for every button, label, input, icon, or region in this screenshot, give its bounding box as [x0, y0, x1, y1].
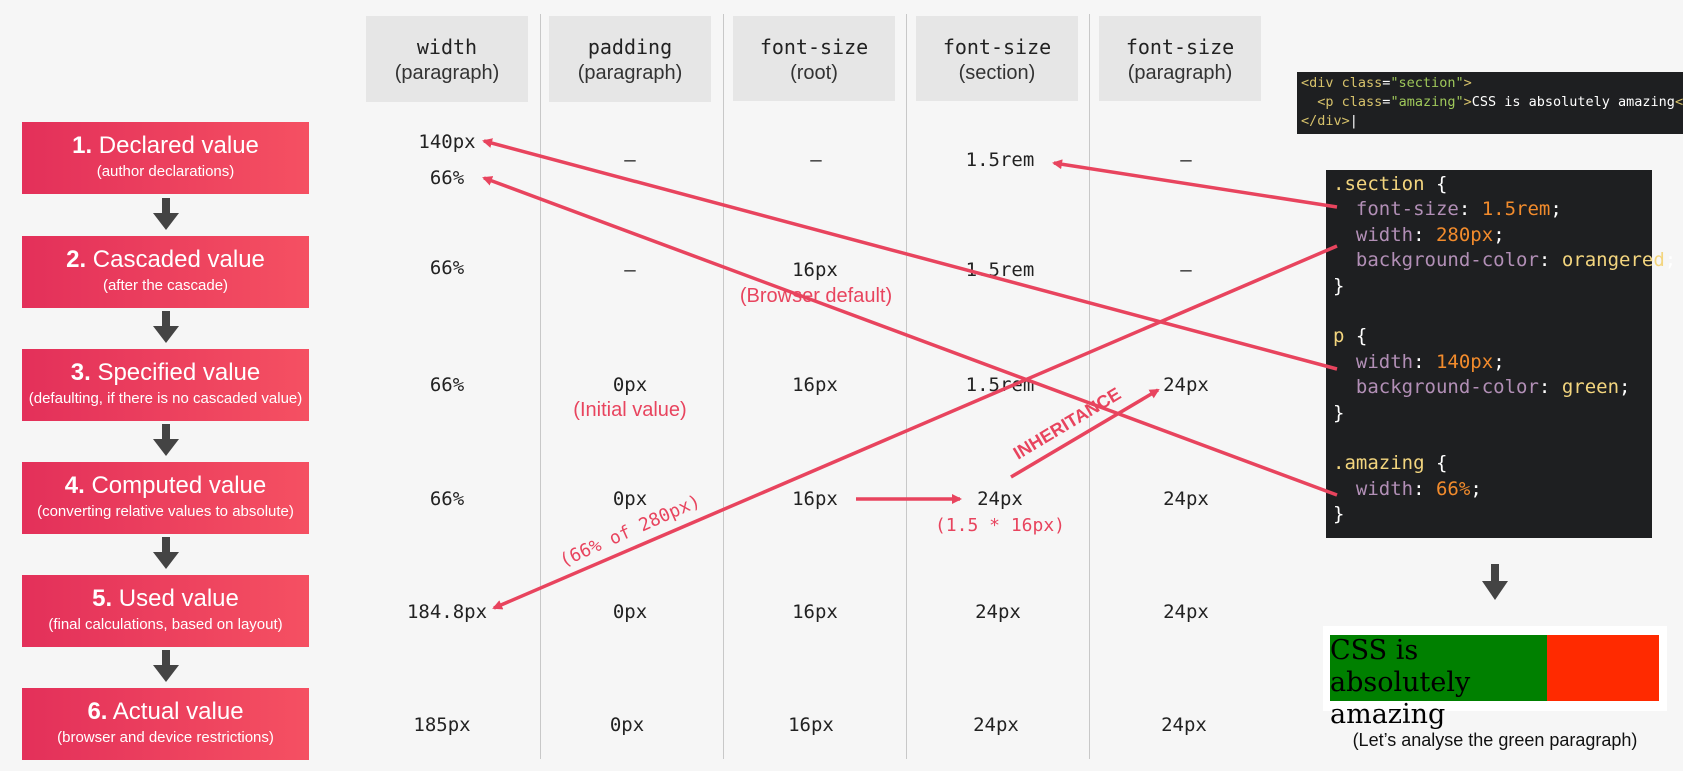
cell-section-declared: 1.5rem	[965, 149, 1035, 171]
cell-width-cascaded: 66%	[429, 257, 465, 279]
cell-width-declared-amazing: 66%	[429, 167, 465, 189]
column-header-scope: (paragraph)	[577, 62, 683, 84]
column-header-padding-paragraph: padding (paragraph)	[549, 16, 711, 102]
down-arrow-icon	[153, 311, 179, 343]
column-header-width-paragraph: width (paragraph)	[366, 16, 528, 102]
css-code-snippet: .section { font-size: 1.5rem; width: 280…	[1326, 170, 1676, 538]
step-used-value: 5. Used value (final calculations, based…	[22, 575, 309, 647]
caption: (Let’s analyse the green paragraph)	[1352, 730, 1638, 750]
cell-padding-declared: –	[624, 149, 636, 171]
column-header-font-size-paragraph: font-size (paragraph)	[1099, 16, 1261, 101]
step-actual-value: 6. Actual value (browser and device rest…	[22, 688, 309, 760]
step-title: 2. Cascaded value	[66, 246, 265, 273]
cell-paragraph-computed: 24px	[1163, 488, 1209, 510]
down-arrow-icon	[153, 537, 179, 569]
cell-width-used: 184.8px	[406, 601, 488, 623]
cell-root-actual: 16px	[788, 714, 834, 736]
step-title: 1. Declared value	[72, 132, 259, 159]
step-declared-value: 1. Declared value (author declarations)	[22, 122, 309, 194]
step-specified-value: 3. Specified value (defaulting, if there…	[22, 349, 309, 421]
cell-section-computed: 24px	[977, 488, 1023, 510]
column-header-font-size-root: font-size (root)	[733, 16, 895, 101]
column-header-property: width	[416, 35, 478, 59]
column-header-property: font-size	[759, 35, 869, 59]
cell-paragraph-used: 24px	[1163, 601, 1209, 623]
cell-root-declared: –	[810, 149, 822, 171]
step-subtitle: (converting relative values to absolute)	[37, 503, 294, 520]
note-initial-value: (Initial value)	[573, 399, 687, 421]
column-divider	[540, 14, 541, 759]
column-header-scope: (root)	[790, 62, 838, 84]
step-computed-value: 4. Computed value (converting relative v…	[22, 462, 309, 534]
cell-root-cascaded: 16px	[792, 259, 838, 281]
cell-width-actual: 185px	[413, 714, 471, 736]
step-cascaded-value: 2. Cascaded value (after the cascade)	[22, 236, 309, 308]
rendered-output: CSS is absolutely amazing	[1323, 626, 1667, 730]
step-subtitle: (defaulting, if there is no cascaded val…	[28, 390, 303, 407]
step-subtitle: (final calculations, based on layout)	[48, 616, 283, 633]
cell-section-specified: 1.5rem	[965, 374, 1035, 396]
column-header-scope: (section)	[958, 62, 1036, 84]
column-header-font-size-section: font-size (section)	[916, 16, 1078, 101]
cell-section-actual: 24px	[973, 714, 1019, 736]
down-arrow-icon	[153, 424, 179, 456]
cell-padding-cascaded: –	[624, 259, 636, 281]
step-subtitle: (author declarations)	[96, 163, 235, 180]
arrow-amazing-width-declared	[482, 176, 1338, 497]
column-divider	[906, 14, 907, 759]
cell-paragraph-actual: 24px	[1161, 714, 1207, 736]
note-section-calculation: (1.5 * 16px)	[934, 515, 1066, 536]
label-width-calculation: (66% of 280px)	[556, 491, 703, 572]
step-subtitle: (browser and device restrictions)	[57, 729, 274, 746]
html-code-snippet: <div class="section"> <p class="amazing"…	[1297, 72, 1683, 134]
cell-width-declared-p: 140px	[418, 131, 476, 153]
cell-padding-used: 0px	[612, 601, 648, 623]
column-divider	[1089, 14, 1090, 759]
down-arrow-icon	[1482, 564, 1508, 600]
note-browser-default: (Browser default)	[739, 285, 893, 307]
cell-paragraph-declared: –	[1180, 149, 1192, 171]
column-header-scope: (paragraph)	[1127, 62, 1233, 84]
step-title: 3. Specified value	[70, 359, 261, 386]
column-header-property: font-size	[1125, 35, 1235, 59]
cell-paragraph-specified: 24px	[1163, 374, 1209, 396]
down-arrow-icon	[153, 198, 179, 230]
step-title: 5. Used value	[92, 585, 239, 612]
cell-root-specified: 16px	[792, 374, 838, 396]
column-header-scope: (paragraph)	[394, 62, 500, 84]
step-subtitle: (after the cascade)	[102, 277, 229, 294]
column-header-property: font-size	[942, 35, 1052, 59]
arrow-percent-of-section-width	[492, 244, 1338, 610]
down-arrow-icon	[153, 650, 179, 682]
cell-paragraph-cascaded: –	[1180, 259, 1192, 281]
paragraph-box: CSS is absolutely amazing	[1330, 635, 1547, 730]
cell-root-used: 16px	[792, 601, 838, 623]
cell-width-specified: 66%	[429, 374, 465, 396]
cell-padding-actual: 0px	[609, 714, 645, 736]
cell-padding-computed: 0px	[612, 488, 648, 510]
step-title: 4. Computed value	[64, 472, 267, 499]
arrow-inheritance	[1010, 388, 1160, 479]
column-divider	[723, 14, 724, 759]
cell-padding-specified: 0px	[612, 374, 648, 396]
cell-root-computed: 16px	[792, 488, 838, 510]
column-header-property: padding	[587, 35, 673, 59]
step-title: 6. Actual value	[87, 698, 244, 725]
cell-section-used: 24px	[975, 601, 1021, 623]
arrow-font-size-declared	[1052, 159, 1338, 209]
cell-width-computed: 66%	[429, 488, 465, 510]
arrow-p-width-declared	[482, 138, 1338, 371]
